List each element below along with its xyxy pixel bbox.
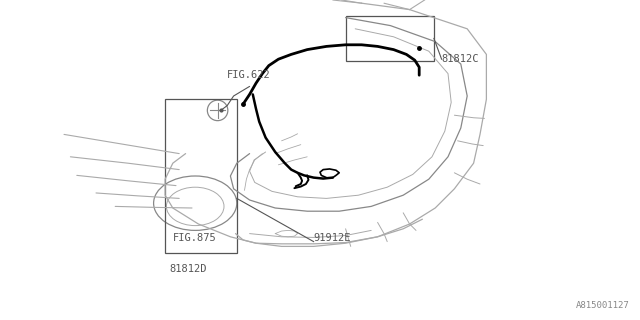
Bar	[346, 16, 434, 61]
Text: 91912E: 91912E	[314, 233, 351, 244]
Text: FIG.622: FIG.622	[227, 70, 271, 80]
Bar	[165, 99, 237, 253]
Text: 81812C: 81812C	[442, 54, 479, 64]
Text: 81812D: 81812D	[170, 264, 207, 274]
Text: FIG.875: FIG.875	[173, 233, 216, 244]
Text: A815001127: A815001127	[576, 301, 630, 310]
